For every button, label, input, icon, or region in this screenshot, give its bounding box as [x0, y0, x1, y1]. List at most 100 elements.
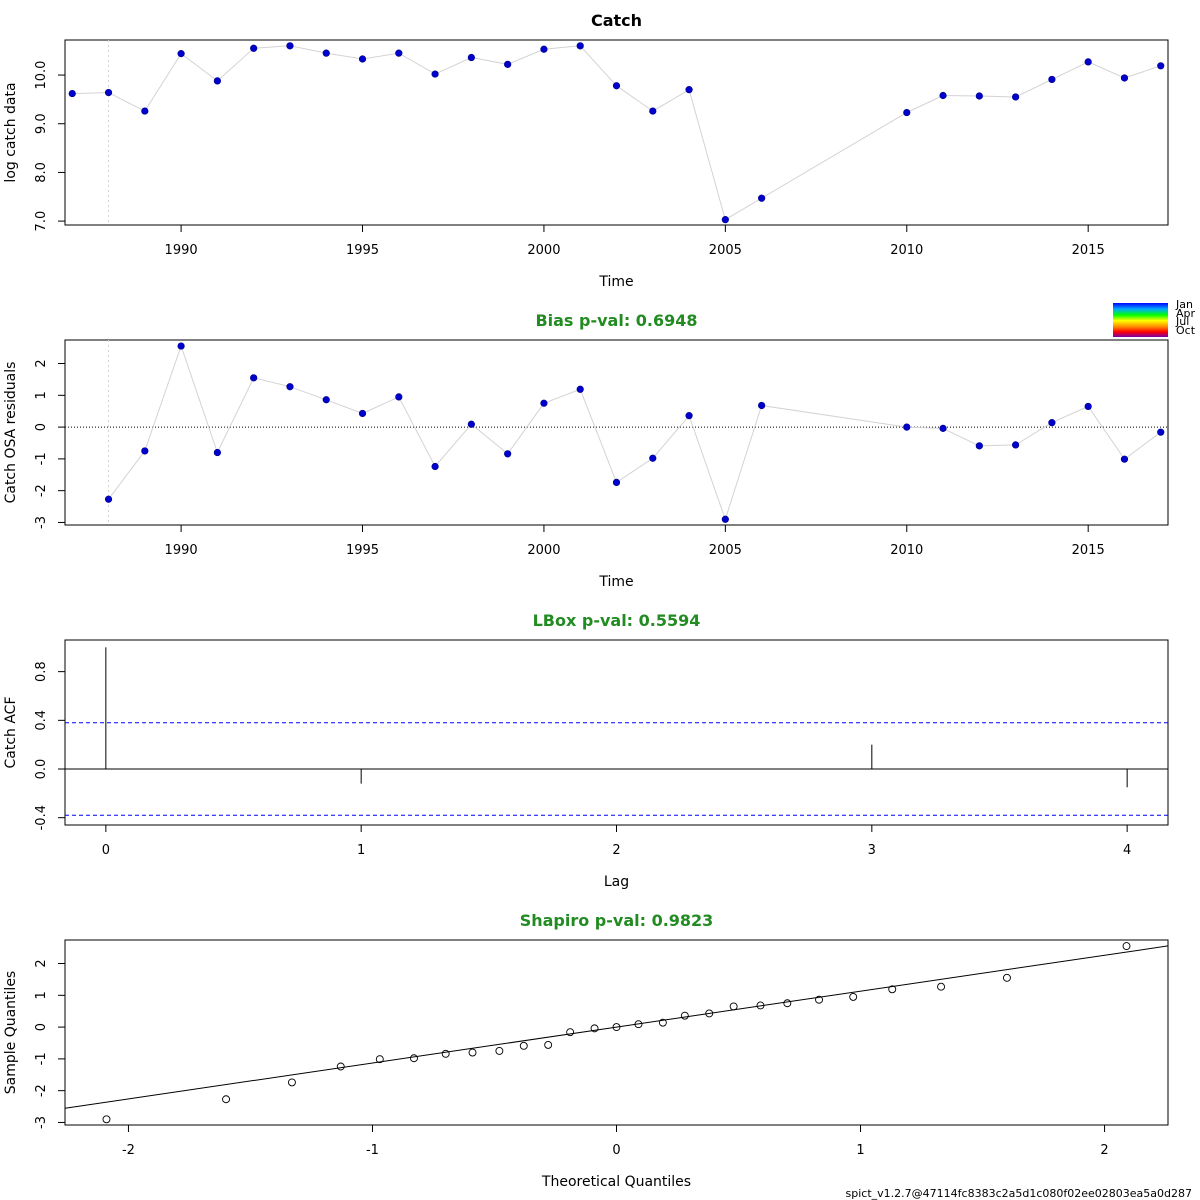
data-point: [431, 462, 439, 471]
data-point: [141, 107, 149, 115]
y-tick-label: 0.8: [34, 661, 49, 682]
qq-point: [287, 1078, 296, 1087]
data-point: [250, 374, 258, 382]
data-point: [395, 49, 403, 57]
plot-frame: [64, 639, 1169, 826]
data-point: [540, 399, 548, 407]
qq-point: [849, 992, 858, 1001]
x-tick-label: 1995: [346, 243, 379, 258]
y-tick-label: -0.4: [34, 805, 49, 830]
x-axis-label: Lag: [604, 874, 629, 890]
data-point: [1084, 58, 1092, 66]
qq-panel: Shapiro p-val: 0.9823 -2 -1 0 1 2 -3 -2 -1 0 1 2 The…: [3, 911, 1169, 1190]
x-tick-label: 3: [868, 843, 876, 858]
y-tick-label: 7.0: [34, 211, 49, 232]
data-point: [649, 454, 657, 462]
y-tick-label: -3: [34, 1116, 49, 1129]
plot-frame: [64, 939, 1169, 1126]
data-point: [504, 60, 512, 68]
y-tick-label: 2: [34, 959, 49, 967]
month-color-legend: Jan Apr Jul Oct: [1113, 298, 1196, 337]
data-point: [576, 385, 584, 393]
data-point: [721, 216, 729, 224]
x-axis-label: Time: [598, 274, 633, 290]
legend-label-oct: Oct: [1176, 324, 1196, 337]
x-tick-label: 2: [612, 843, 620, 858]
qq-point: [519, 1041, 528, 1050]
x-tick-label: 2010: [890, 543, 923, 558]
footer-version: spict_v1.2.7@47114fc8383c2a5d1c080f02ee0…: [846, 1187, 1192, 1200]
data-point: [1157, 62, 1165, 70]
data-point: [1048, 75, 1056, 84]
y-tick-label: 1: [34, 391, 49, 399]
x-tick-label: 2: [1100, 1143, 1108, 1158]
acf-panel: LBox p-val: 0.5594 0 1 2 3 4 -0.4 0.0 0.4 0.8 Lag C…: [3, 611, 1169, 890]
y-tick-label: 9.0: [34, 113, 49, 134]
data-point: [177, 342, 185, 350]
data-point: [1120, 455, 1129, 463]
data-point: [141, 447, 149, 455]
series-line: [108, 344, 1161, 521]
x-axis-label: Theoretical Quantiles: [541, 1174, 691, 1190]
y-tick-label: 0.4: [34, 710, 49, 731]
data-point: [975, 442, 983, 450]
catch-panel: Catch 1990 1995 2000 2005 2010 2015 7.0 8.0 9.0 10…: [3, 11, 1169, 290]
x-tick-label: -1: [366, 1143, 379, 1158]
data-point: [68, 89, 76, 98]
data-point: [903, 423, 911, 431]
data-point: [721, 515, 729, 523]
plot-frame: [64, 339, 1169, 526]
data-point: [975, 92, 983, 100]
data-point: [685, 412, 693, 420]
data-point: [322, 396, 330, 404]
data-point: [358, 409, 367, 418]
y-axis-label: log catch data: [3, 82, 19, 182]
x-tick-label: 4: [1123, 843, 1131, 858]
x-tick-label: -2: [122, 1143, 135, 1158]
y-axis-label: Catch ACF: [3, 696, 19, 768]
qq-point: [544, 1040, 553, 1049]
y-tick-label: -1: [34, 1052, 49, 1065]
qq-point: [1002, 973, 1011, 982]
data-point: [431, 70, 439, 78]
data-point: [467, 420, 475, 428]
qq-point: [815, 995, 823, 1004]
qq-point: [756, 1001, 765, 1010]
data-point: [504, 450, 512, 458]
data-point: [322, 49, 330, 57]
plot-frame: [64, 39, 1169, 226]
x-tick-label: 2000: [527, 243, 560, 258]
data-point: [104, 495, 113, 503]
data-point: [250, 44, 258, 52]
y-tick-label: -3: [34, 516, 49, 529]
x-tick-label: 1990: [165, 543, 198, 558]
panel-title: Shapiro p-val: 0.9823: [520, 911, 714, 930]
y-tick-label: 0.0: [34, 759, 49, 780]
qq-point: [888, 985, 897, 994]
data-point: [612, 82, 621, 90]
data-point: [467, 53, 475, 62]
data-point: [286, 383, 294, 391]
x-tick-label: 2005: [709, 543, 742, 558]
data-point: [1012, 441, 1020, 449]
x-tick-label: 1: [856, 1143, 864, 1158]
y-axis-label: Catch OSA residuals: [3, 362, 19, 504]
legend-label-apr: Apr: [1176, 307, 1196, 320]
data-point: [1012, 93, 1020, 101]
legend-label-jan: Jan: [1175, 298, 1193, 311]
x-tick-label: 2015: [1072, 543, 1105, 558]
x-tick-label: 2000: [527, 543, 560, 558]
panel-title: Catch: [591, 11, 642, 30]
y-tick-label: 1: [34, 991, 49, 999]
qq-point: [495, 1046, 504, 1055]
data-point: [358, 55, 367, 63]
legend-label-jul: Jul: [1175, 315, 1189, 328]
x-tick-label: 2010: [890, 243, 923, 258]
y-tick-label: 10.0: [34, 61, 49, 90]
x-tick-label: 0: [102, 843, 110, 858]
data-point: [612, 478, 621, 487]
x-tick-label: 1995: [346, 543, 379, 558]
data-point: [758, 194, 766, 202]
y-tick-label: -2: [34, 484, 49, 497]
